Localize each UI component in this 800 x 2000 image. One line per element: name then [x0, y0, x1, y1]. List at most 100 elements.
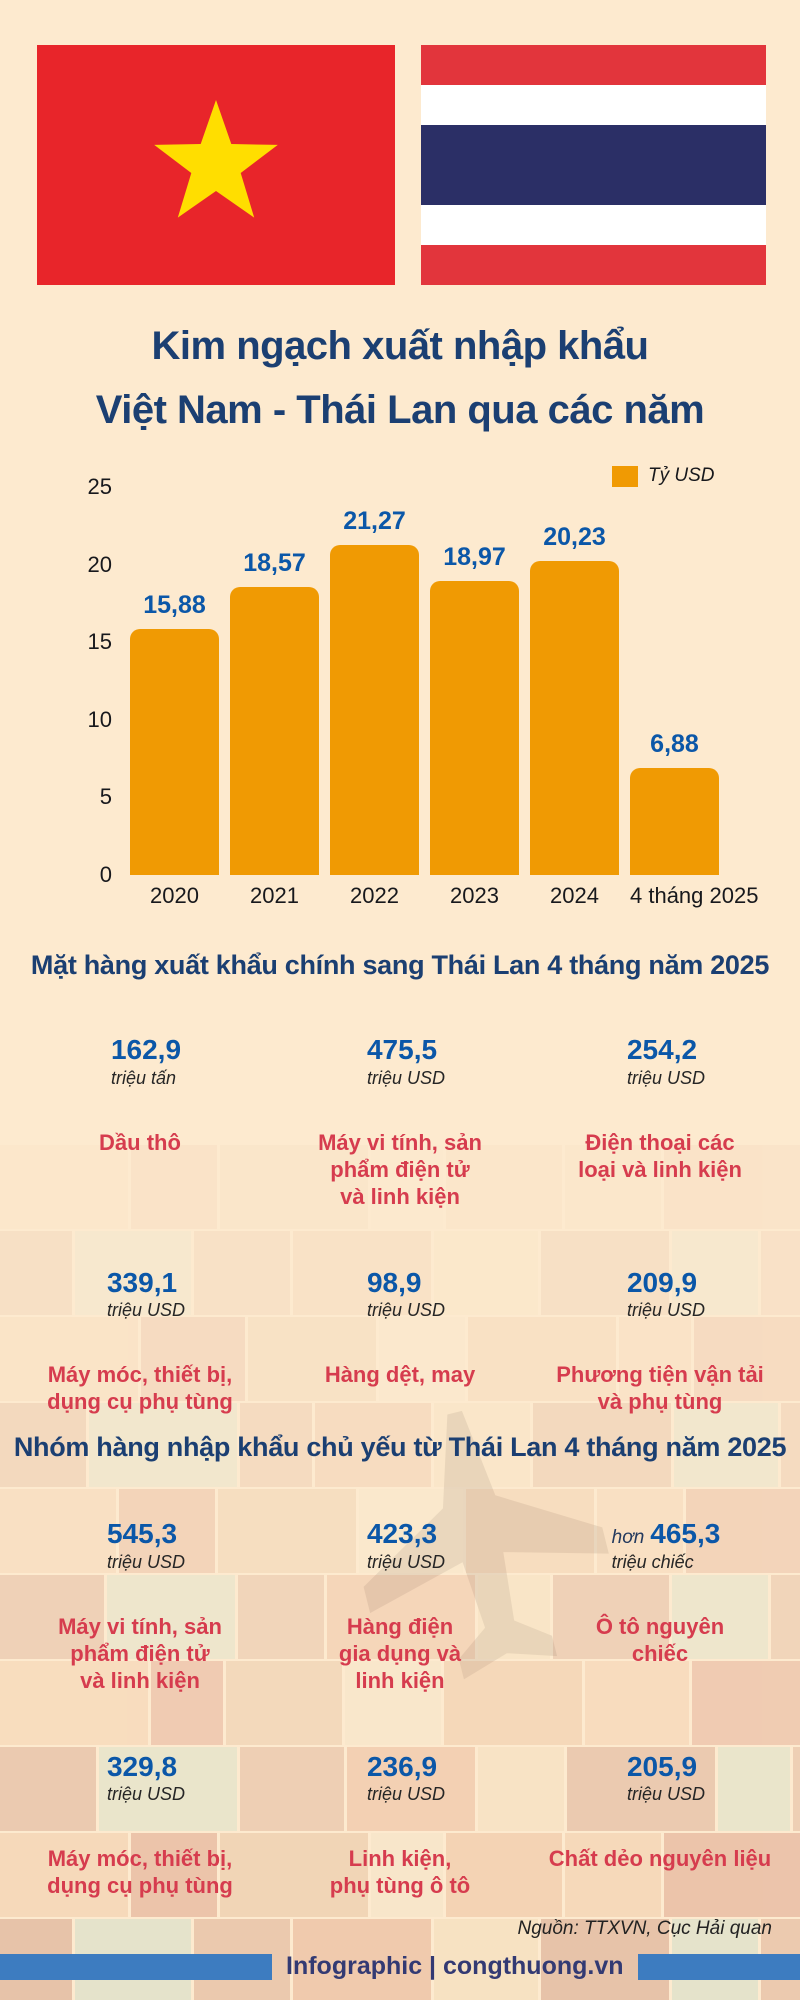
collage-row	[0, 1403, 800, 1487]
commodity-label: Linh kiện, phụ tùng ô tô	[329, 1846, 471, 1899]
chart-x-labels: 2020 2021 2022 2023 2024 4 tháng 2025	[130, 883, 758, 909]
collage-block	[99, 1747, 237, 1831]
bar-value-label: 18,57	[243, 548, 306, 577]
collage-block	[151, 1661, 223, 1745]
commodity-item: 236,9 triệu USD Linh kiện, phụ tùng ô tô	[270, 1722, 530, 1900]
value-number: 205,9	[626, 1750, 698, 1782]
collage-block	[692, 1661, 800, 1745]
collage-block	[89, 1403, 237, 1487]
title-line-2: Việt Nam - Thái Lan qua các năm	[95, 388, 705, 432]
y-tick-label: 0	[99, 862, 112, 887]
collage-block	[793, 1747, 800, 1831]
collage-row	[0, 1231, 800, 1315]
collage-block	[672, 1231, 758, 1315]
bar-value-label: 20,23	[543, 523, 606, 552]
collage-block	[238, 1575, 324, 1659]
collage-block	[444, 1661, 582, 1745]
collage-block	[0, 1833, 128, 1917]
footer-bar-left	[0, 1953, 272, 1980]
bar-2020: 15,88	[130, 591, 219, 875]
value-unit: triệu USD	[106, 1551, 186, 1572]
collage-block	[674, 1403, 778, 1487]
commodity-label: Hàng dệt, may	[324, 1362, 476, 1388]
collage-block	[240, 1403, 312, 1487]
trade-bar-chart: Tỷ USD 0 5 10 15 20 25 15,88 18,57 21,27 18,97 20…	[0, 455, 800, 925]
collage-block	[131, 1145, 217, 1229]
commodity-label: Ô tô nguyên chiếc	[595, 1614, 725, 1666]
collage-block	[119, 1489, 215, 1573]
y-tick-label: 20	[87, 551, 112, 577]
collage-block	[327, 1575, 475, 1659]
collage-block	[694, 1317, 800, 1401]
collage-block	[345, 1661, 441, 1745]
collage-block	[565, 1833, 661, 1917]
collage-block	[0, 1231, 72, 1315]
value-unit: triệu chiếc	[611, 1552, 694, 1572]
commodity-item: 339,1 triệu USD Máy móc, thiết bị, dụng …	[10, 1238, 270, 1416]
exports-section-header: Mặt hàng xuất khẩu chính sang Thái Lan 4…	[30, 950, 770, 980]
background-collage	[0, 1145, 800, 2000]
collage-block	[293, 1231, 431, 1315]
x-tick-label: 2024	[550, 883, 599, 908]
value-number: 329,8	[106, 1750, 178, 1782]
collage-block	[0, 1661, 148, 1745]
collage-block	[466, 1489, 594, 1573]
collage-block	[0, 1489, 116, 1573]
collage-block	[664, 1833, 800, 1917]
collage-block	[315, 1403, 431, 1487]
value-number: 98,9	[366, 1266, 422, 1298]
value-unit: triệu USD	[626, 1067, 706, 1088]
commodity-label: Máy vi tính, sản phẩm điện tử và linh ki…	[58, 1614, 222, 1693]
value-unit: triệu tấn	[110, 1067, 176, 1088]
items-grid-exports: OIL 162,9 triệu tấn Dầu thô 475,5 triệu …	[10, 1006, 790, 1416]
commodity-item: 98,9 triệu USD Hàng dệt, may	[270, 1238, 530, 1416]
bar-value-label: 18,97	[443, 542, 506, 571]
value-number: 162,9	[110, 1034, 182, 1066]
value-number: 339,1	[106, 1266, 178, 1298]
collage-block	[565, 1145, 661, 1229]
value-number: 254,2	[626, 1034, 698, 1066]
chart-legend: Tỷ USD	[612, 465, 715, 487]
x-tick-label: 2022	[350, 883, 399, 908]
value-unit: triệu USD	[106, 1784, 186, 1805]
commodity-label: Máy vi tính, sản phẩm điện tử và linh ki…	[318, 1130, 482, 1209]
collage-block	[0, 1747, 96, 1831]
collage-block	[240, 1747, 344, 1831]
bar-2023: 18,97	[430, 543, 519, 875]
collage-block	[347, 1747, 475, 1831]
commodity-label: Máy móc, thiết bị, dụng cụ phụ tùng	[47, 1362, 233, 1415]
collage-block	[75, 1231, 191, 1315]
page-title: Kim ngạch xuất nhập khẩu Việt Nam - Thái…	[0, 314, 800, 442]
collage-row	[0, 1145, 800, 1229]
title-line-1: Kim ngạch xuất nhập khẩu	[151, 324, 649, 368]
x-tick-label: 2020	[150, 883, 199, 908]
value-unit: triệu USD	[626, 1784, 706, 1805]
bar-2024: 20,23	[530, 523, 619, 875]
chart-bars: 15,88 18,57 21,27 18,97 20,23 6,88	[130, 487, 730, 875]
collage-block	[107, 1575, 235, 1659]
collage-block	[141, 1317, 245, 1401]
value-unit: triệu USD	[366, 1551, 446, 1572]
value-number: 423,3	[366, 1518, 438, 1550]
bar-value-label: 15,88	[143, 590, 206, 619]
value-unit: triệu USD	[106, 1300, 186, 1321]
commodity-label: Điện thoại các loại và linh kiện	[578, 1130, 742, 1182]
collage-block	[131, 1833, 217, 1917]
value-unit: triệu USD	[626, 1300, 706, 1321]
commodity-label: Chất dẻo nguyên liệu	[548, 1846, 772, 1872]
commodity-item: 545,3 triệu USD Máy vi tính, sản phẩm đi…	[10, 1490, 270, 1694]
x-tick-label: 2023	[450, 883, 499, 908]
x-tick-label: 2021	[250, 883, 299, 908]
y-tick-label: 5	[99, 784, 112, 810]
collage-block	[567, 1747, 715, 1831]
y-tick-label: 15	[87, 629, 112, 655]
commodity-label: Dầu thô	[99, 1130, 181, 1155]
airplane-icon	[303, 1359, 636, 1680]
collage-row	[0, 1833, 800, 1917]
commodity-item: hơn 465,3 triệu chiếc Ô tô nguyên chiếc	[530, 1490, 790, 1694]
collage-block	[446, 1145, 562, 1229]
collage-block	[293, 1919, 431, 2000]
bar-2022: 21,27	[330, 507, 419, 875]
footer-bar-right	[637, 1953, 800, 1980]
